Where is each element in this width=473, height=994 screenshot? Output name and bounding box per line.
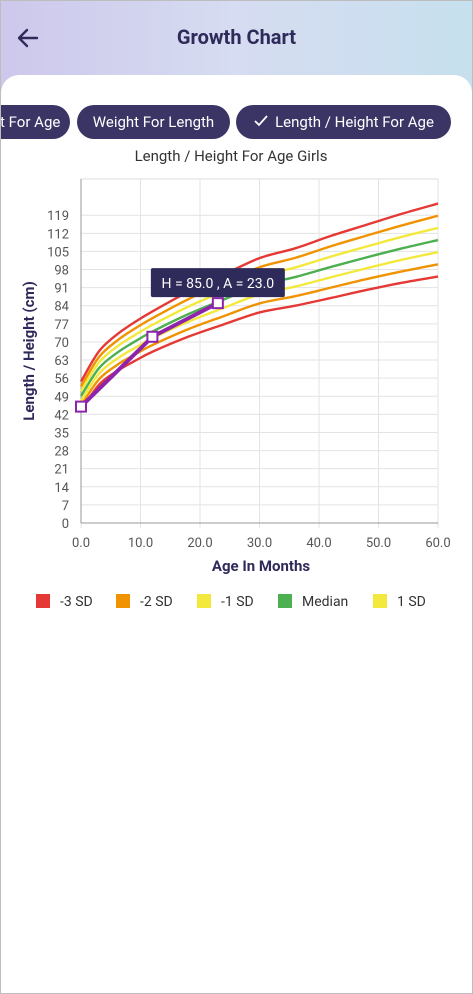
tab-selected[interactable]: Length / Height For Age	[236, 105, 451, 139]
measurement-point	[146, 330, 159, 343]
legend-swatch	[373, 594, 387, 608]
x-tick-label: 60.0	[425, 536, 450, 551]
y-tick-label: 42	[54, 408, 69, 423]
x-axis-title: Age In Months	[212, 557, 310, 575]
y-tick-label: 0	[62, 517, 69, 532]
tab-label: Weight For Length	[92, 113, 215, 131]
legend-swatch	[278, 594, 292, 608]
y-tick-label: 119	[47, 209, 69, 224]
tab-label: Length / Height For Age	[275, 113, 434, 131]
back-button[interactable]	[15, 25, 41, 51]
legend-label: -1 SD	[221, 594, 254, 610]
legend-swatch	[116, 594, 130, 608]
legend-label: Median	[302, 594, 348, 610]
y-tick-label: 35	[54, 426, 69, 441]
tab-strip: Weight For Age Weight For Length Length …	[1, 105, 472, 141]
tab[interactable]: Weight For Age	[1, 105, 70, 139]
y-tick-label: 98	[54, 264, 69, 279]
x-tick-label: 0.0	[72, 536, 90, 551]
tooltip-text: H = 85.0 , A = 23.0	[162, 276, 275, 292]
x-tick-label: 30.0	[247, 536, 272, 551]
legend-swatch	[197, 594, 211, 608]
measurement-point	[211, 297, 224, 310]
y-tick-label: 7	[62, 499, 69, 514]
y-tick-label: 105	[47, 245, 69, 260]
x-tick-label: 50.0	[366, 536, 391, 551]
screen-title: Growth Chart	[176, 25, 297, 49]
tab[interactable]: Weight For Length	[77, 105, 230, 139]
y-tick-label: 84	[54, 300, 69, 315]
y-tick-label: 14	[54, 481, 69, 496]
reference-line	[80, 263, 439, 407]
check-icon	[254, 115, 268, 127]
legend-label: -2 SD	[140, 594, 173, 610]
y-tick-label: 21	[54, 463, 69, 478]
y-tick-label: 91	[54, 282, 69, 297]
legend-swatch	[36, 594, 50, 608]
chart: Length / Height For Age Girls Length / H…	[20, 147, 451, 610]
y-axis-title: Length / Height (cm)	[20, 281, 38, 420]
legend-label: 1 SD	[397, 594, 426, 610]
y-tick-label: 112	[47, 227, 69, 242]
y-tick-label: 49	[54, 390, 69, 405]
x-tick-label: 20.0	[187, 536, 212, 551]
y-tick-label: 28	[54, 445, 69, 460]
tooltip-box	[150, 268, 285, 298]
legend-label: -3 SD	[60, 594, 93, 610]
tab-label: Weight For Age	[1, 113, 61, 131]
y-tick-label: 63	[54, 354, 69, 369]
y-tick-label: 77	[54, 318, 69, 333]
y-tick-label: 70	[54, 336, 69, 351]
measurement-point	[75, 400, 87, 413]
x-tick-label: 40.0	[306, 536, 331, 551]
x-tick-label: 10.0	[128, 536, 153, 551]
y-tick-label: 56	[54, 372, 69, 387]
chart-title: Length / Height For Age Girls	[135, 147, 328, 165]
